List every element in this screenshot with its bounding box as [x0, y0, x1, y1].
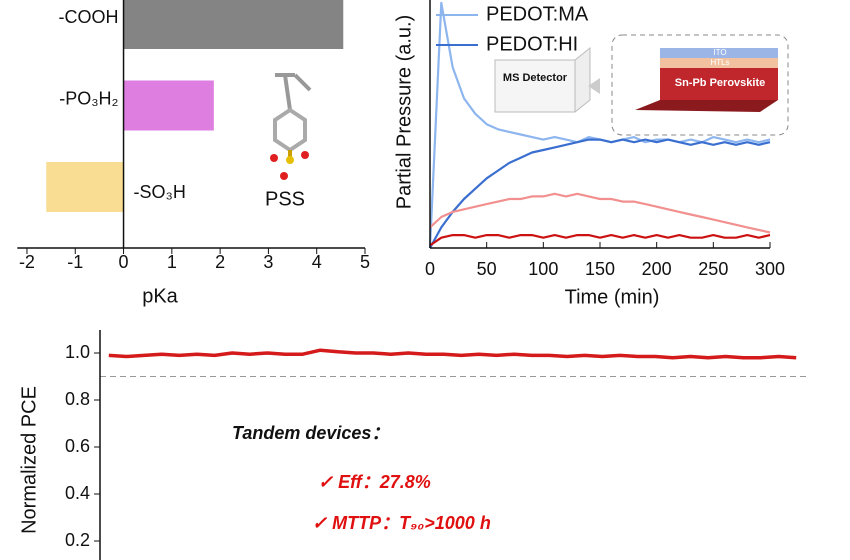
inset-diagram: MS Detector ITO HTLs Sn-Pb Perovskite	[494, 34, 789, 136]
x-tick-label: 3	[263, 252, 273, 272]
y-tick-label: 0.6	[65, 436, 90, 456]
line	[429, 138, 771, 249]
y-tick-label: 0.8	[65, 389, 90, 409]
x-tick-label: 200	[642, 259, 672, 279]
bar	[46, 162, 124, 212]
x-tick-label: -1	[67, 252, 83, 272]
line	[108, 348, 797, 360]
category-label: -PO₃H₂	[59, 88, 118, 108]
x-axis-label: Time (min)	[565, 286, 660, 308]
inset-label: Sn-Pb Perovskite	[675, 77, 765, 89]
inset-label: HTLs	[710, 58, 729, 67]
line	[429, 234, 771, 247]
annotation: ✓ Eff：27.8%	[318, 472, 431, 492]
line	[428, 1, 771, 249]
y-axis-label: Normalized PCE	[18, 386, 40, 534]
x-tick-label: 2	[215, 252, 225, 272]
annotation: Tandem devices：	[232, 423, 389, 443]
annotation: PSS	[265, 188, 305, 210]
inset-label: MS Detector	[503, 72, 568, 84]
y-tick-label: 0.2	[65, 530, 90, 550]
x-tick-label: 250	[698, 259, 728, 279]
x-tick-label: 100	[528, 259, 558, 279]
x-tick-label: 1	[167, 252, 177, 272]
pss-molecule	[270, 73, 312, 180]
legend-label: PEDOT:HI	[486, 33, 578, 55]
category-label: -COOH	[59, 7, 119, 27]
annotation: ✓ MTTP：T₉₀>1000 h	[312, 513, 491, 533]
bar	[123, 80, 214, 131]
x-tick-label: 0	[425, 259, 435, 279]
x-tick-label: 150	[585, 259, 615, 279]
x-tick-label: -2	[19, 252, 35, 272]
x-tick-label: 300	[755, 259, 785, 279]
x-tick-label: 0	[119, 252, 129, 272]
legend-label: PEDOT:MA	[486, 3, 589, 25]
category-label: -SO₃H	[134, 182, 186, 202]
x-tick-label: 50	[477, 259, 497, 279]
y-tick-label: 1.0	[65, 342, 90, 362]
inset-label: ITO	[713, 48, 726, 57]
x-tick-label: 4	[312, 252, 322, 272]
x-axis-label: pKa	[142, 285, 178, 307]
y-axis-label: Partial Pressure (a.u.)	[393, 15, 415, 210]
y-tick-label: 0.4	[65, 483, 90, 503]
line	[429, 192, 771, 234]
x-tick-label: 5	[360, 252, 370, 272]
bar	[123, 0, 344, 49]
